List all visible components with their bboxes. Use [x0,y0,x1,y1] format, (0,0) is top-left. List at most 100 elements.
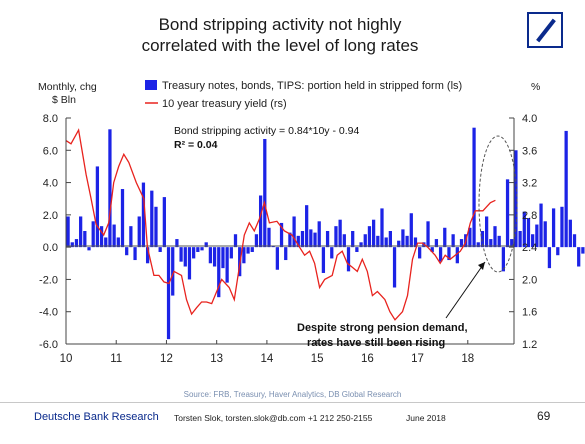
x-tick-label: 10 [60,353,73,365]
footer-divider [0,402,585,403]
bar [514,150,518,248]
bar [510,239,514,248]
bar [359,242,363,248]
bar [560,206,564,248]
x-tick-label: 17 [411,353,424,365]
bar [187,247,192,280]
bar [154,206,158,248]
bar [141,182,146,248]
right-tick-label: 2.0 [522,274,537,286]
bar [543,221,547,248]
regression-text: Bond stripping activity = 0.84*10y - 0.9… [174,125,359,137]
bar [338,219,342,248]
x-tick-label: 15 [311,353,324,365]
left-tick-label: 6.0 [43,145,58,157]
bar [258,195,263,248]
x-tick-label: 16 [361,353,374,365]
bar [501,247,505,272]
bar [196,247,200,252]
bar [317,221,321,248]
legend-line-label: 10 year treasury yield (rs) [162,98,287,110]
bar [363,234,367,248]
x-tick-label: 18 [461,353,474,365]
bar [321,247,326,273]
bar [87,247,91,251]
bar [342,234,346,248]
left-tick-label: -4.0 [39,307,58,319]
bar [233,234,238,248]
left-axis-label-1: Monthly, chg [38,81,97,93]
right-tick-label: 2.8 [522,210,537,222]
bar [267,227,271,248]
bar [171,247,175,296]
bar [384,237,388,248]
bar [472,127,476,248]
bar [568,219,572,248]
source-note: Source: FRB, Treasury, Haver Analytics, … [183,390,402,399]
x-tick-label: 11 [110,353,122,365]
right-tick-label: 1.2 [522,339,537,351]
x-tick-label: 12 [160,353,173,365]
bar [208,247,213,264]
bar [526,218,531,248]
bar [225,247,229,283]
annotation-line-1: Despite strong pension demand, [297,322,468,334]
bar [401,229,405,248]
bar [468,227,472,248]
bar [221,247,225,269]
bar [355,247,359,252]
bar [116,237,120,248]
bar [367,226,372,248]
bar [309,229,313,248]
x-tick-label: 13 [210,353,223,365]
bar [438,247,443,262]
bar [351,231,355,248]
bar [204,242,208,248]
annotation-arrow [445,261,486,319]
bar [296,235,300,248]
bar [137,216,141,248]
bar [451,234,455,248]
chart-title-line-2: correlated with the level of long rates [141,36,419,55]
bar [330,247,334,259]
bar [497,235,501,248]
highlight-ellipse [478,135,518,273]
bar [275,247,279,270]
left-tick-label: -2.0 [39,274,58,286]
bar [371,219,376,248]
bar [108,129,112,248]
bar [300,231,305,248]
bar [305,205,309,248]
bar [577,247,581,267]
bar [535,224,539,248]
bar [518,231,522,248]
bar-series [66,127,585,340]
right-tick-label: 1.6 [522,307,537,319]
bar [447,247,451,261]
left-axis-label-2: $ Bln [52,94,76,106]
r-squared-text: R² = 0.04 [174,139,218,151]
bar [99,226,104,248]
bar [430,247,434,252]
right-tick-label: 2.4 [522,242,537,254]
bar [505,179,510,248]
page-number: 69 [537,409,551,423]
bar [200,247,204,251]
bar [162,197,166,248]
bar [292,216,296,248]
footer-brand: Deutsche Bank Research [34,411,159,423]
right-axis-label: % [531,81,540,93]
bar [254,234,259,248]
axis-ticks: 8.0 6.0 4.0 2.0 0.0 -2.0 -4.0 -6.0 4.0 3.6 3.2 2.8 2… [39,113,537,365]
bar [434,239,439,248]
bar [551,208,556,248]
left-tick-label: 8.0 [43,113,58,125]
footer-date: June 2018 [406,413,446,423]
bar [313,232,317,248]
right-tick-label: 3.6 [522,145,537,157]
bar [572,234,577,248]
bar [485,216,489,248]
bar [380,208,384,248]
bar [129,226,133,248]
bar [250,247,254,252]
